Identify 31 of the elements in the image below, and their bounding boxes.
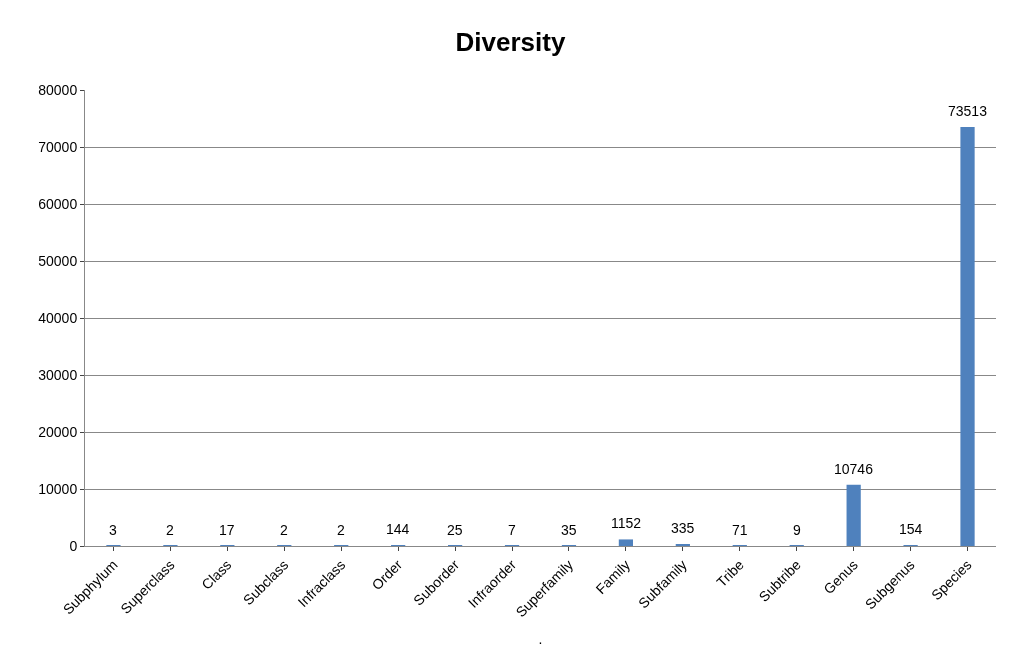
bar [960,126,975,546]
y-tick-label: 20000 [38,423,78,440]
data-label: 2 [166,522,174,538]
data-label: 2 [337,522,345,538]
data-label: 71 [732,522,748,538]
data-label: 154 [899,521,923,537]
y-tick-label: 40000 [38,309,78,326]
x-axis-title: . [538,631,543,648]
y-tick-label: 10000 [38,480,78,497]
y-tick-label: 80000 [38,81,78,98]
y-tick-label: 50000 [38,252,78,269]
data-label: 144 [386,521,410,537]
data-label: 335 [671,520,695,536]
y-tick-label: 70000 [38,138,78,155]
data-label: 73513 [948,103,988,119]
data-label: 25 [447,522,463,538]
y-tick-label: 0 [69,537,78,554]
bar [618,539,634,546]
data-label: 7 [508,522,516,538]
data-label: 1152 [611,515,642,531]
data-label: 10746 [834,461,874,477]
data-label: 2 [280,522,288,538]
data-label: 9 [793,522,801,538]
x-tick-label: Tribe [713,556,747,591]
bar [846,484,861,546]
chart-title: Diversity [455,27,566,57]
data-label: 35 [561,522,577,538]
y-tick-label: 30000 [38,366,78,383]
data-label: 3 [109,522,117,538]
data-label: 17 [219,522,235,538]
y-tick-label: 60000 [38,195,78,212]
